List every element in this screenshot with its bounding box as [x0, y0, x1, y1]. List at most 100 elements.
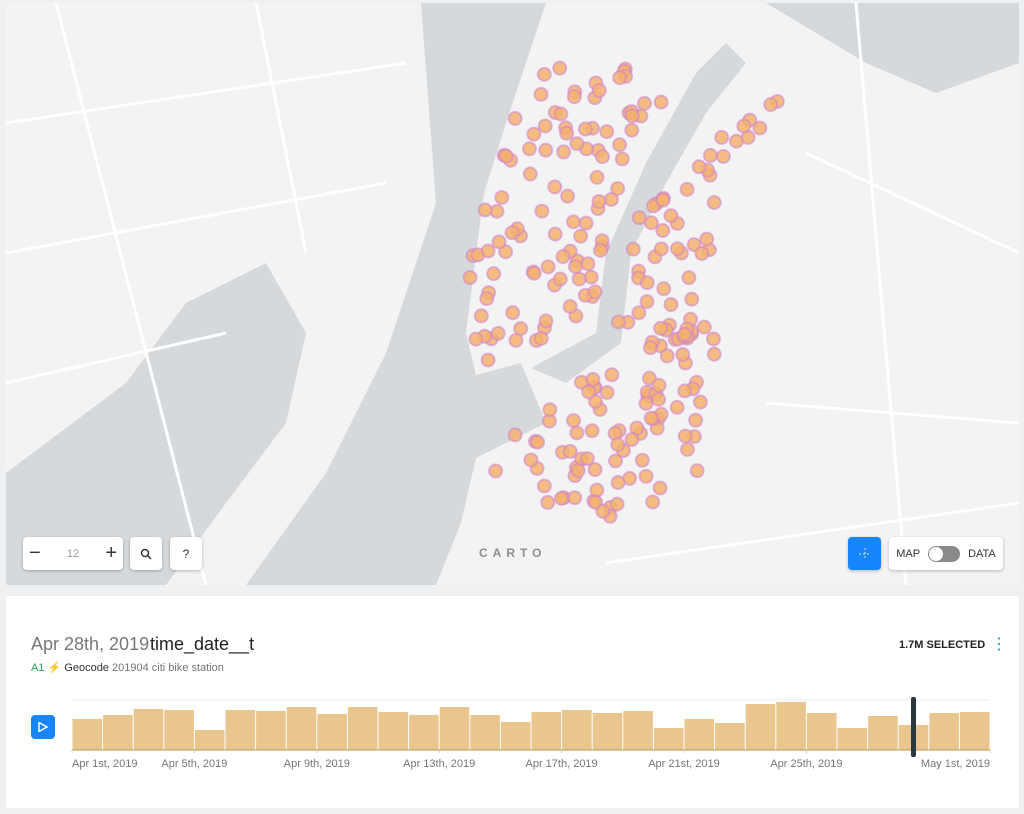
- map-data-toggle[interactable]: MAP DATA: [889, 537, 1003, 570]
- station-dot: [612, 70, 628, 86]
- help-button[interactable]: ?: [170, 537, 202, 570]
- station-dot: [642, 340, 658, 356]
- station-dot: [656, 281, 672, 297]
- bar: [653, 728, 684, 750]
- selected-count: 1.7M SELECTED: [899, 639, 986, 651]
- station-dot: [612, 137, 628, 153]
- layer-id: A1: [31, 662, 45, 674]
- station-dot: [491, 234, 507, 250]
- histogram: Apr 1st, 2019 Apr 5th, 2019 Apr 9th, 2019 A…: [71, 697, 991, 770]
- station-dot: [595, 503, 611, 519]
- x-tick-label: Apr 17th, 2019: [526, 758, 598, 770]
- bar: [868, 716, 898, 750]
- station-dot: [552, 271, 568, 287]
- station-dot: [555, 249, 571, 265]
- bar: [133, 709, 164, 750]
- station-dot: [684, 291, 700, 307]
- layer-source: 201904 citi bike station: [112, 662, 224, 674]
- station-dot: [608, 453, 624, 469]
- station-dot: [624, 122, 640, 138]
- zoom-in[interactable]: +: [105, 542, 117, 564]
- zoom-out[interactable]: −: [29, 542, 41, 564]
- bar: [103, 715, 133, 750]
- bar: [929, 713, 959, 750]
- station-dot: [675, 347, 691, 363]
- station-dot: [610, 314, 626, 330]
- station-dot: [705, 331, 721, 347]
- station-dot: [655, 192, 671, 208]
- station-dot: [498, 148, 514, 164]
- station-dot: [526, 265, 542, 281]
- station-dot: [566, 214, 582, 230]
- station-dot: [477, 202, 493, 218]
- station-dot: [688, 412, 704, 428]
- bar: [72, 719, 103, 750]
- bar: [562, 710, 592, 750]
- station-dot: [610, 180, 626, 196]
- station-dot: [507, 110, 523, 126]
- x-tick-label: Apr 13th, 2019: [403, 758, 475, 770]
- station-dot: [523, 452, 539, 468]
- station-dot: [547, 226, 563, 242]
- water: [6, 3, 1019, 585]
- station-dot: [663, 297, 679, 313]
- station-dot: [542, 402, 558, 418]
- station-dot: [570, 463, 586, 479]
- station-dot: [562, 299, 578, 315]
- play-button[interactable]: [31, 715, 55, 739]
- station-dot: [538, 142, 554, 158]
- bar: [806, 713, 837, 750]
- bar: [317, 714, 347, 750]
- station-dot: [580, 256, 596, 272]
- station-dot: [599, 384, 615, 400]
- bar: [531, 712, 562, 750]
- station-dot: [587, 462, 603, 478]
- station-dot: [609, 496, 625, 512]
- station-dot: [526, 126, 542, 142]
- station-dot: [624, 108, 640, 124]
- station-dot: [530, 434, 546, 450]
- x-tick-label: Apr 9th, 2019: [284, 758, 350, 770]
- station-dot: [610, 437, 626, 453]
- station-dot: [592, 242, 608, 258]
- station-dot: [614, 151, 630, 167]
- x-tick-label: May 1st, 2019: [921, 758, 990, 770]
- layer-info: A1 ⚡ Geocode 201904 citi bike station: [31, 662, 224, 674]
- widget-menu[interactable]: ⋮: [991, 636, 1007, 653]
- station-dot: [490, 325, 506, 341]
- station-dot: [636, 95, 652, 111]
- bar: [439, 707, 470, 750]
- selection-icon: [858, 547, 871, 560]
- station-dot: [569, 136, 585, 152]
- station-dot: [763, 97, 779, 113]
- station-dot: [706, 195, 722, 211]
- station-dot: [579, 451, 595, 467]
- selection-tool[interactable]: [848, 537, 881, 570]
- search-icon: [140, 548, 152, 560]
- search-button[interactable]: [130, 537, 162, 570]
- x-tick-label: Apr 25th, 2019: [770, 758, 842, 770]
- station-dot: [571, 271, 587, 287]
- station-dot: [504, 225, 520, 241]
- bar: [286, 707, 317, 750]
- station-dot: [689, 463, 705, 479]
- station-dot: [488, 463, 504, 479]
- station-dot: [494, 189, 510, 205]
- bar: [378, 712, 409, 750]
- station-dot: [669, 241, 685, 257]
- station-dot: [669, 399, 685, 415]
- station-dot: [583, 269, 599, 285]
- station-dot: [522, 166, 538, 182]
- station-dot: [691, 159, 707, 175]
- station-dot: [462, 270, 478, 286]
- bar: [470, 715, 500, 750]
- station-dot: [553, 106, 569, 122]
- station-dot: [610, 475, 626, 491]
- station-dot: [651, 391, 667, 407]
- station-dot: [714, 129, 730, 145]
- bar: [745, 704, 776, 750]
- station-dot: [702, 147, 718, 163]
- station-dot: [577, 121, 593, 137]
- bar: [194, 730, 225, 750]
- toggle-switch[interactable]: [928, 545, 961, 562]
